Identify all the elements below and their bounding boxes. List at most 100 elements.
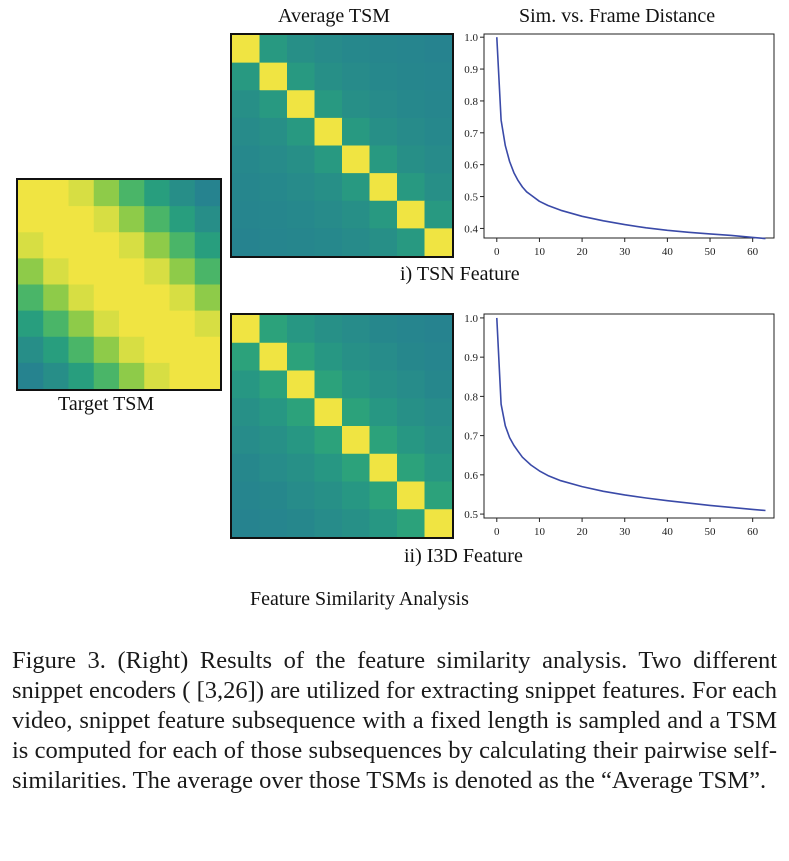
target-tsm-cell-0-1 — [43, 180, 70, 207]
i3d-avg-tsm-cell-6-3 — [314, 481, 343, 510]
i3d-plot-axes-frame — [483, 313, 775, 519]
target-tsm-cell-3-5 — [144, 258, 171, 286]
target-tsm-label: Target TSM — [58, 393, 155, 415]
i3d-avg-tsm-cell-7-3 — [314, 509, 343, 537]
tsn-plot-axes-frame — [483, 33, 775, 239]
tsn-avg-tsm-cell-3-4 — [342, 117, 371, 147]
i3d-plot-ytick-label: 0.6 — [464, 470, 478, 482]
i3d-avg-tsm-cell-0-4 — [342, 315, 371, 344]
i3d-avg-tsm-cell-7-6 — [397, 509, 426, 537]
tsn-avg-tsm-cell-2-5 — [369, 90, 398, 119]
target-tsm-cell-7-0 — [18, 362, 44, 389]
tsn-avg-tsm-cell-0-7 — [424, 35, 452, 64]
i3d-avg-tsm-cell-5-0 — [232, 453, 261, 483]
tsn-avg-tsm-cell-0-3 — [314, 35, 343, 64]
tsn-avg-tsm-cell-1-0 — [232, 62, 261, 91]
tsn-avg-tsm-cell-6-4 — [342, 200, 371, 229]
tsn-avg-tsm-cell-6-7 — [424, 200, 452, 229]
i3d-avg-tsm-cell-6-2 — [287, 481, 316, 510]
tsn-avg-tsm-cell-2-3 — [314, 90, 343, 119]
i3d-avg-tsm-cell-4-0 — [232, 426, 261, 455]
i3d-avg-tsm-cell-1-7 — [424, 342, 452, 372]
figure-caption: Figure 3. (Right) Results of the feature… — [12, 647, 777, 794]
tsn-plot-xtick-label: 30 — [619, 246, 631, 258]
target-tsm-cell-4-0 — [18, 284, 44, 312]
i3d-avg-tsm-cell-0-0 — [232, 315, 261, 344]
i3d-plot-xtick-label: 50 — [705, 526, 717, 538]
tsn-avg-tsm-cell-1-2 — [287, 62, 316, 91]
i3d-avg-tsm-cell-6-5 — [369, 481, 398, 510]
i3d-avg-tsm-cell-0-2 — [287, 315, 316, 344]
tsn-plot-ytick-label: 0.6 — [464, 160, 478, 172]
target-tsm-cell-7-2 — [68, 362, 95, 389]
target-tsm-cell-7-6 — [169, 362, 196, 389]
tsn-avg-tsm-cell-3-0 — [232, 117, 261, 147]
tsn-avg-tsm-cell-7-5 — [369, 228, 398, 256]
i3d-plot-xtick-label: 20 — [577, 526, 589, 538]
tsn-avg-tsm-cell-0-5 — [369, 35, 398, 64]
tsn-plot-ytick-label: 0.7 — [464, 128, 478, 140]
tsn-avg-tsm-cell-0-2 — [287, 35, 316, 64]
i3d-plot-ytick-label: 0.9 — [464, 352, 478, 364]
tsn-avg-tsm-cell-4-1 — [259, 145, 288, 174]
target-tsm-cell-6-7 — [194, 336, 220, 364]
target-tsm-cell-1-1 — [43, 206, 70, 233]
target-tsm-cell-4-1 — [43, 284, 70, 312]
tsn-plot-ytick-label: 0.8 — [464, 96, 478, 108]
tsn-avg-tsm-cell-4-3 — [314, 145, 343, 174]
target-tsm-cell-6-6 — [169, 336, 196, 364]
tsn-plot-ytick-label: 1.0 — [464, 32, 478, 44]
tsn-avg-tsm-cell-3-6 — [397, 117, 426, 147]
i3d-avg-tsm-cell-6-6 — [397, 481, 426, 510]
i3d-avg-tsm-cell-0-5 — [369, 315, 398, 344]
i3d-avg-tsm-cell-1-0 — [232, 342, 261, 372]
target-tsm-cell-5-4 — [119, 310, 145, 338]
tsn-avg-tsm-cell-5-0 — [232, 173, 261, 202]
tsn-plot-xtick-label: 0 — [494, 246, 500, 258]
tsn-avg-tsm-cell-0-6 — [397, 35, 426, 64]
target-tsm-cell-2-2 — [68, 232, 95, 259]
target-tsm-cell-1-6 — [169, 206, 196, 233]
target-tsm-cell-7-7 — [194, 362, 220, 389]
target-tsm-cell-5-2 — [68, 310, 95, 338]
average-tsm-heading: Average TSM — [278, 5, 391, 27]
i3d-plot-xtick-label: 0 — [494, 526, 500, 538]
i3d-avg-tsm-cell-4-7 — [424, 426, 452, 455]
target-tsm-cell-7-1 — [43, 362, 70, 389]
tsn-avg-tsm-cell-6-6 — [397, 200, 426, 229]
i3d-avg-tsm-cell-7-2 — [287, 509, 316, 537]
target-tsm-cell-6-1 — [43, 336, 70, 364]
target-tsm-cell-2-5 — [144, 232, 171, 259]
i3d-avg-tsm-cell-4-6 — [397, 426, 426, 455]
tsn-avg-tsm-cell-4-0 — [232, 145, 261, 174]
tsn-avg-tsm-cell-3-1 — [259, 117, 288, 147]
target-tsm-cell-4-6 — [169, 284, 196, 312]
target-tsm-cell-4-3 — [93, 284, 120, 312]
target-tsm-cell-6-2 — [68, 336, 95, 364]
i3d-plot-ytick-label: 0.7 — [464, 431, 478, 443]
i3d-avg-tsm-cell-7-0 — [232, 509, 261, 537]
target-tsm-cell-1-7 — [194, 206, 220, 233]
target-tsm-cell-1-3 — [93, 206, 120, 233]
i3d-avg-tsm-cell-2-7 — [424, 370, 452, 399]
i3d-plot-xtick-label: 10 — [534, 526, 546, 538]
i3d-average-tsm-heatmap — [230, 313, 454, 539]
i3d-avg-tsm-cell-2-4 — [342, 370, 371, 399]
target-tsm-cell-2-7 — [194, 232, 220, 259]
target-tsm-cell-2-6 — [169, 232, 196, 259]
i3d-avg-tsm-cell-0-1 — [259, 315, 288, 344]
sim-vs-distance-heading: Sim. vs. Frame Distance — [519, 5, 716, 27]
i3d-avg-tsm-cell-4-2 — [287, 426, 316, 455]
target-tsm-cell-2-1 — [43, 232, 70, 259]
tsn-avg-tsm-cell-1-3 — [314, 62, 343, 91]
tsn-avg-tsm-cell-5-3 — [314, 173, 343, 202]
i3d-plot-xtick-label: 30 — [619, 526, 631, 538]
tsn-avg-tsm-cell-4-5 — [369, 145, 398, 174]
i3d-plot-ytick-label: 0.5 — [464, 509, 478, 521]
target-tsm-cell-0-0 — [18, 180, 44, 207]
tsn-avg-tsm-cell-6-0 — [232, 200, 261, 229]
tsn-plot-ytick-label: 0.9 — [464, 64, 478, 76]
target-tsm-cell-0-2 — [68, 180, 95, 207]
target-tsm-cell-6-3 — [93, 336, 120, 364]
tsn-avg-tsm-cell-1-7 — [424, 62, 452, 91]
